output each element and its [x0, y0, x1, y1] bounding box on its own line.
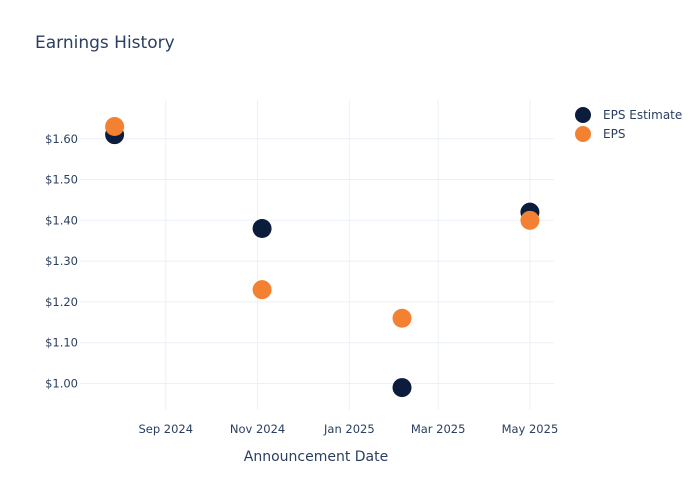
x-tick-label: Sep 2024: [138, 422, 193, 436]
data-point: [252, 218, 272, 238]
x-tick-label: Mar 2025: [411, 422, 466, 436]
chart-title: Earnings History: [35, 33, 175, 53]
legend-item[interactable]: EPS: [575, 126, 625, 142]
x-tick-label: Nov 2024: [230, 422, 285, 436]
data-point: [520, 210, 540, 230]
x-axis-title: Announcement Date: [244, 449, 388, 465]
y-tick-label: $1.60: [45, 132, 78, 146]
data-point: [392, 378, 412, 398]
y-tick-label: $1.50: [45, 173, 78, 187]
y-tick-label: $1.30: [45, 254, 78, 268]
legend-label: EPS: [603, 127, 625, 141]
legend-item[interactable]: EPS Estimate: [575, 107, 682, 123]
data-point: [392, 308, 412, 328]
legend-label: EPS Estimate: [603, 108, 682, 122]
legend-marker: [575, 107, 591, 123]
legend-marker: [575, 126, 591, 142]
axes: $1.00 $1.10 $1.20 $1.30 $1.40 $1.50 $1.60 Sep 2…: [45, 132, 558, 436]
x-tick-label: Jan 2025: [323, 422, 375, 436]
y-tick-label: $1.40: [45, 213, 78, 227]
data-point: [252, 280, 272, 300]
y-tick-label: $1.00: [45, 376, 78, 390]
legend[interactable]: EPS Estimate EPS: [575, 107, 682, 142]
data-point: [105, 117, 125, 137]
y-tick-label: $1.20: [45, 295, 78, 309]
data-points: [105, 117, 540, 398]
grid: [80, 100, 554, 410]
y-tick-label: $1.10: [45, 336, 78, 350]
x-tick-label: May 2025: [502, 422, 559, 436]
